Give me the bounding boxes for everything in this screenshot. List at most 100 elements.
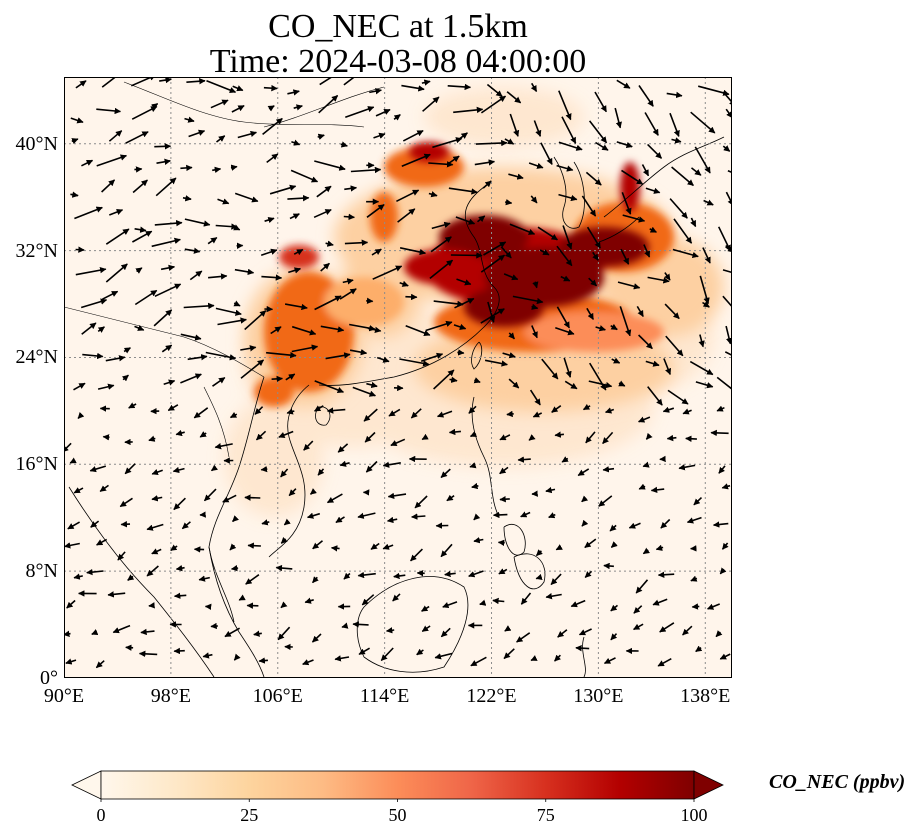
wind-arrow [206,79,237,94]
colorbar-extend-max [693,770,724,800]
wind-arrow [500,246,512,259]
wind-arrow [614,107,622,129]
wind-arrow [148,435,156,442]
wind-arrow [255,430,267,441]
wind-arrow [575,644,590,652]
wind-arrow [540,142,553,165]
wind-arrow [167,404,179,412]
wind-arrow [671,137,682,144]
wind-arrow [647,386,663,406]
wind-arrow [376,356,390,363]
wind-arrow [448,428,461,436]
wind-arrow [432,137,463,149]
wind-arrow [199,431,207,438]
wind-arrow [367,326,382,333]
wind-arrow [125,644,134,651]
wind-arrow [151,102,159,110]
wind-arrow [358,647,371,655]
wind-arrow [469,431,478,438]
wind-arrow [563,357,572,378]
wind-arrow [69,457,77,464]
wind-arrow [291,344,319,353]
wind-arrow [556,306,570,329]
wind-arrow [453,106,484,114]
wind-arrow [448,187,478,195]
wind-arrow [317,468,325,476]
wind-arrow [585,171,602,186]
wind-arrow [135,267,143,274]
wind-arrow [695,381,714,389]
wind-arrow [325,240,334,247]
wind-arrow [212,376,226,387]
lon-tick-label: 106°E [252,685,303,707]
wind-arrow [375,108,391,117]
wind-arrow [151,548,162,555]
wind-arrow [341,622,349,629]
wind-arrow [280,468,289,478]
wind-arrow [535,573,543,581]
wind-arrow [603,562,614,570]
lat-tick-label: 8°N [25,560,58,583]
wind-arrow [260,248,278,256]
wind-arrow [456,278,472,286]
wind-arrow [664,272,671,281]
wind-arrow [65,658,77,665]
wind-arrow [457,349,465,356]
wind-arrow [128,402,137,409]
wind-arrow [127,574,135,581]
wind-arrow [125,131,149,144]
lat-tick-label: 24°N [15,346,58,369]
wind-arrow [509,113,520,137]
wind-arrow [468,570,484,578]
wind-arrow [532,281,539,289]
wind-arrow [666,91,683,99]
wind-arrow [564,380,578,390]
wind-arrow [231,224,241,231]
wind-arrow [105,228,130,245]
wind-arrow [638,483,646,490]
wind-arrow [537,226,558,241]
wind-arrow [372,265,403,280]
wind-arrow [725,325,733,345]
wind-arrow [399,358,430,367]
wind-arrow [401,84,425,92]
wind-arrow [641,164,650,177]
wind-arrow [344,185,358,192]
wind-arrow [70,191,79,198]
wind-arrow [366,297,374,305]
wind-arrow [163,379,176,386]
wind-arrow [449,376,458,383]
colorbar-tick-label: 0 [96,805,106,825]
wind-arrow [686,516,702,524]
wind-arrow [531,325,538,339]
wind-arrow [214,443,233,450]
wind-arrow [508,332,516,340]
wind-arrow [369,88,382,95]
wind-arrow [318,94,339,114]
wind-arrow [644,112,659,136]
wind-arrow [67,521,80,530]
wind-arrow [561,456,569,463]
wind-arrow [581,195,597,217]
wind-arrow [506,91,522,104]
wind-arrow [303,440,314,451]
wind-arrow [217,198,230,205]
wind-arrow [264,216,275,224]
figure-title: CO_NEC at 1.5km [268,8,528,45]
wind-arrow [269,184,297,195]
wind-arrow [184,116,195,123]
figure-subtitle-time: Time: 2024-03-08 04:00:00 [209,43,587,80]
wind-arrow [416,648,424,656]
wind-arrow [291,325,317,336]
wind-arrow [96,538,108,546]
wind-arrow [109,208,124,216]
wind-arrow [592,251,599,261]
wind-arrow [363,408,378,422]
wind-arrow [237,130,258,139]
wind-arrow [215,307,242,316]
wind-arrow [508,173,524,180]
wind-arrow [393,572,406,580]
wind-arrow [484,359,508,367]
wind-arrow [132,230,153,243]
map-canvas [61,65,753,679]
